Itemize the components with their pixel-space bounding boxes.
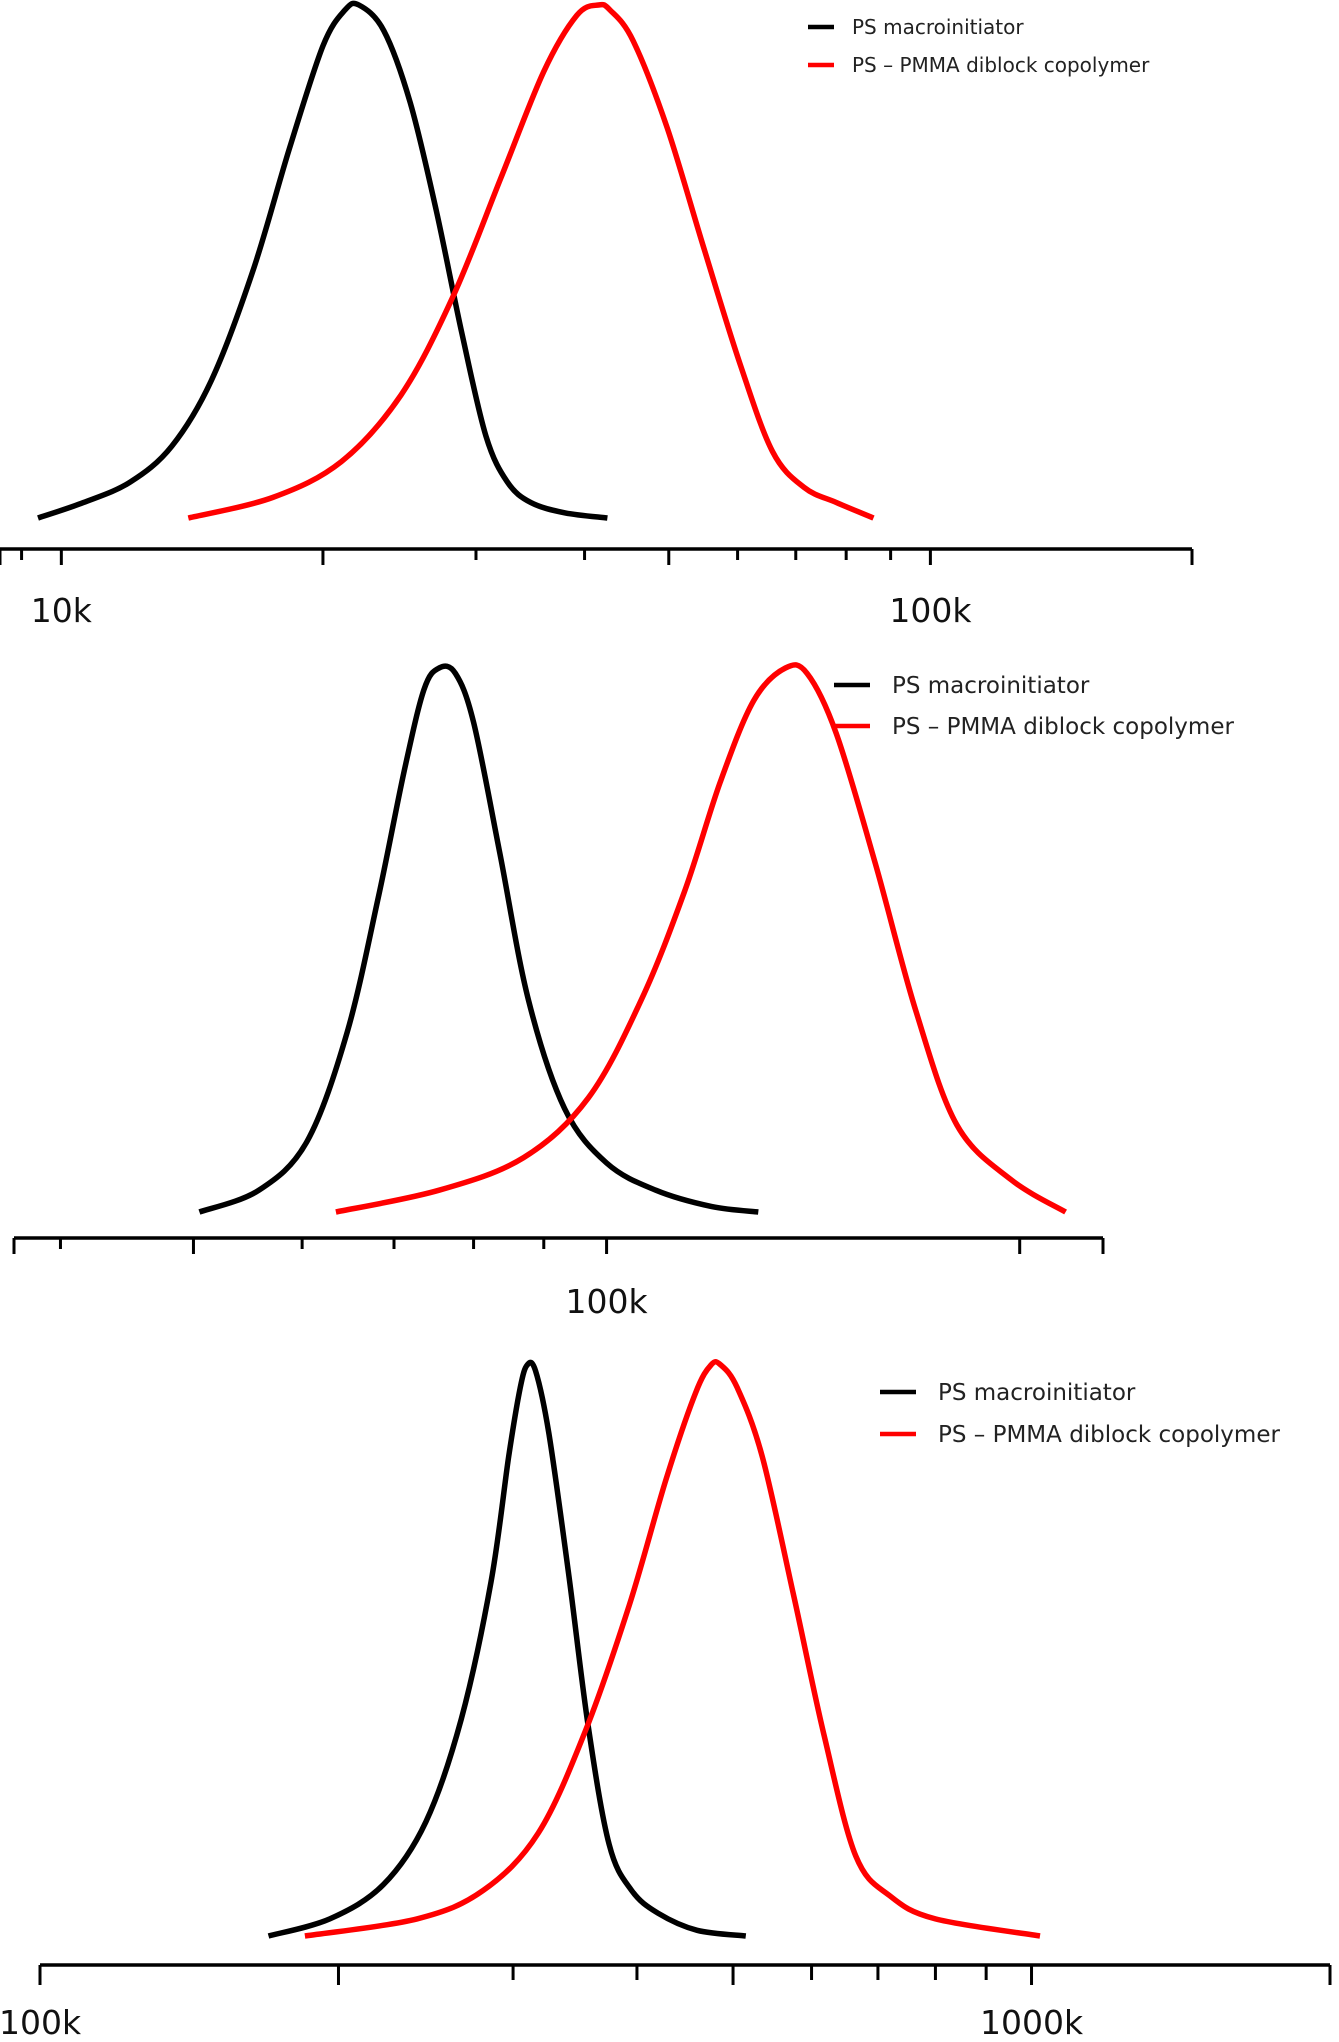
x-tick-label: 100k bbox=[0, 2003, 82, 2042]
legend-label: PS – PMMA diblock copolymer bbox=[938, 1422, 1280, 1448]
x-tick-label: 100k bbox=[889, 591, 972, 630]
legend-label: PS macroinitiator bbox=[892, 673, 1090, 699]
legend-label: PS – PMMA diblock copolymer bbox=[852, 53, 1150, 77]
series-ps-pmma-copolymer-line bbox=[304, 1359, 1041, 1939]
x-tick-label: 100k bbox=[566, 1282, 649, 1321]
legend-label: PS macroinitiator bbox=[852, 15, 1024, 39]
series-ps-macroinitiator-line bbox=[198, 663, 759, 1215]
series-ps-pmma-copolymer-line bbox=[335, 662, 1067, 1215]
x-tick-label: 1000k bbox=[980, 2003, 1084, 2042]
series-ps-macroinitiator-line bbox=[267, 1359, 747, 1939]
series-ps-macroinitiator-line bbox=[37, 0, 608, 521]
chart-panel-3: 100k 1000k PS macroinitiator PS – PMMA dibl… bbox=[0, 1359, 1332, 2042]
legend-label: PS macroinitiator bbox=[938, 1380, 1136, 1406]
chart-panel-2: 100k PS macroinitiator PS – PMMA diblock c… bbox=[12, 662, 1234, 1321]
legend: PS macroinitiator PS – PMMA diblock copol… bbox=[808, 15, 1150, 77]
legend: PS macroinitiator PS – PMMA diblock copol… bbox=[834, 673, 1234, 740]
legend: PS macroinitiator PS – PMMA diblock copol… bbox=[880, 1380, 1280, 1448]
x-tick-label: 10k bbox=[31, 591, 93, 630]
chart-panel-1: 10k 100k PS macroinitiator PS – PMMA dibloc… bbox=[0, 0, 1194, 630]
legend-label: PS – PMMA diblock copolymer bbox=[892, 714, 1234, 740]
series-ps-pmma-copolymer-line bbox=[187, 1, 875, 521]
